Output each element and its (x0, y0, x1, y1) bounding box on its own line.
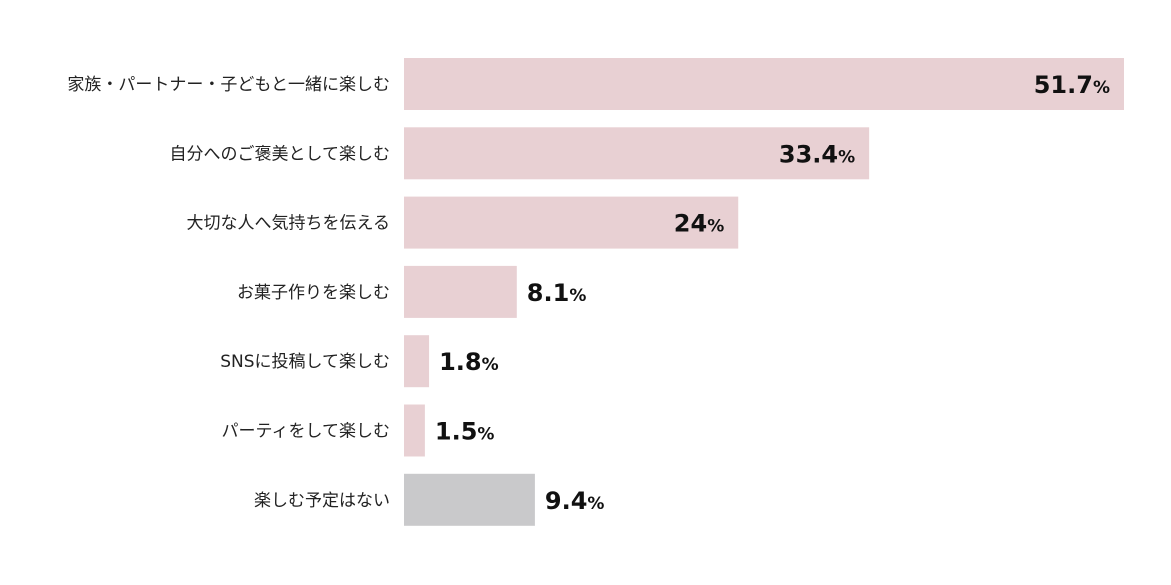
value-number-0: 51.7 (1034, 71, 1093, 99)
value-number-5: 1.5 (435, 418, 478, 446)
bar-5 (404, 404, 425, 457)
category-label-3: お菓子作りを楽しむ (237, 283, 390, 303)
value-label-1: 33.4% (779, 140, 855, 168)
category-label-4: SNSに投稿して楽しむ (220, 352, 390, 372)
bar-2 (404, 196, 739, 249)
bar-4 (404, 335, 430, 388)
value-unit-3: % (569, 286, 586, 306)
value-unit-5: % (477, 425, 494, 445)
value-unit-4: % (482, 355, 499, 375)
value-label-5: 1.5% (435, 418, 495, 446)
category-label-2: 大切な人へ気持ちを伝える (187, 214, 391, 234)
value-unit-6: % (587, 494, 604, 514)
value-number-2: 24 (674, 210, 707, 238)
value-unit-2: % (707, 217, 724, 237)
value-label-4: 1.8% (439, 348, 499, 376)
bar-1 (404, 127, 870, 180)
bar-0 (404, 58, 1124, 110)
category-label-5: パーティをして楽しむ (222, 422, 390, 442)
value-number-1: 33.4 (779, 140, 838, 168)
category-label-6: 楽しむ予定はない (254, 491, 390, 511)
value-label-3: 8.1% (527, 279, 587, 307)
value-number-6: 9.4 (545, 487, 588, 515)
bar-3 (404, 265, 517, 318)
value-number-3: 8.1 (527, 279, 570, 307)
category-label-1: 自分へのご褒美として楽しむ (170, 144, 391, 164)
value-label-6: 9.4% (545, 487, 605, 515)
bar-6 (404, 473, 535, 526)
value-number-4: 1.8 (439, 348, 482, 376)
value-label-0: 51.7% (1034, 71, 1110, 99)
value-unit-1: % (838, 147, 855, 167)
value-label-2: 24% (674, 210, 724, 238)
value-unit-0: % (1093, 78, 1110, 98)
category-label-0: 家族・パートナー・子どもと一緒に楽しむ (67, 75, 390, 95)
